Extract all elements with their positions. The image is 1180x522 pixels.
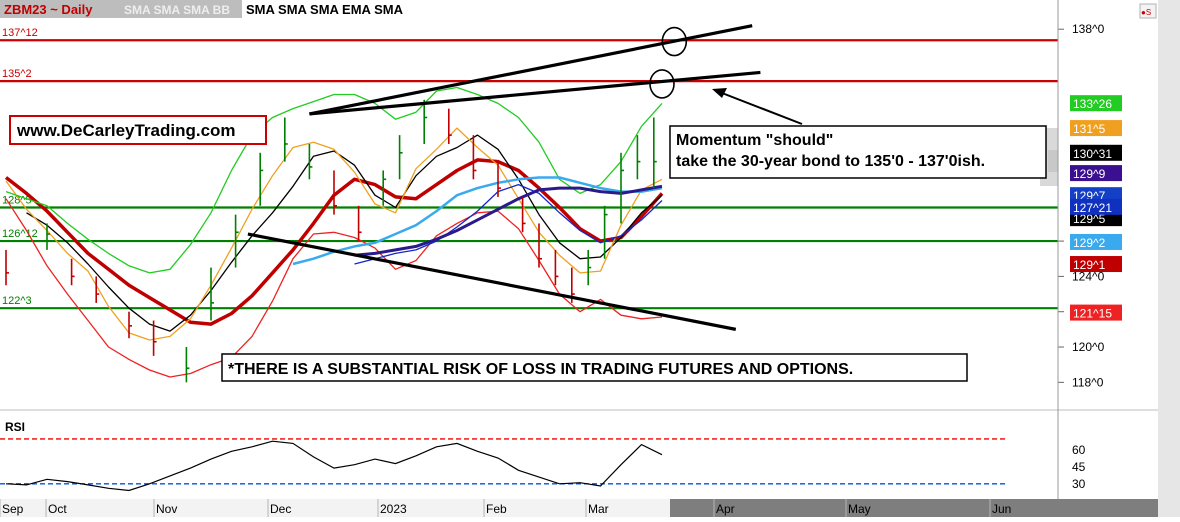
x-tick-label: Nov [156, 502, 177, 516]
date-axis: Sep Oct Nov Dec 2023 Feb Mar Apr May Jun [0, 499, 1011, 517]
last-value-tag [1070, 304, 1122, 321]
annotation-arrow-line [721, 92, 803, 125]
x-tick-label: May [848, 502, 871, 516]
watermark-text: www.DeCarleyTrading.com [16, 121, 236, 140]
level-label: 135^2 [2, 68, 32, 80]
last-value-tag-label: 131^5 [1073, 122, 1106, 136]
right-scrollbar[interactable] [1158, 0, 1180, 517]
level-label: 122^3 [2, 295, 32, 307]
last-value-tag-label: 129^5 [1073, 212, 1106, 226]
last-value-tag-label: 130^31 [1073, 147, 1112, 161]
disclaimer-box [221, 353, 968, 382]
header-strip [0, 0, 242, 18]
x-tick-label: Oct [48, 502, 67, 516]
last-value-tag [1070, 198, 1122, 215]
rsi-line [5, 440, 663, 492]
x-tick-label: Sep [2, 502, 24, 516]
rsi-y-tick-label: 30 [1072, 477, 1086, 491]
x-tick-label: Dec [270, 502, 291, 516]
series-line-sma-orange [5, 127, 663, 341]
last-value-tag-label: 133^26 [1073, 97, 1112, 111]
last-value-tag [1070, 120, 1122, 137]
series-line-sma-black [26, 134, 663, 332]
series-line-bb-lower [5, 198, 663, 378]
last-value-tag-label: 129^2 [1073, 236, 1106, 250]
x-tick-label: Jun [992, 502, 1011, 516]
x-tick-label: Feb [486, 502, 507, 516]
last-value-tag [1070, 256, 1122, 273]
last-value-tag-label: 127^21 [1073, 201, 1112, 215]
y-tick-label: 138^0 [1072, 22, 1105, 36]
disclaimer-text: *THERE IS A SUBSTANTIAL RISK OF LOSS IN … [228, 361, 853, 378]
annotation-line-2: take the 30-year bond to 135'0 - 137'0is… [676, 153, 985, 170]
indicators-label: SMA SMA SMA EMA SMA [246, 2, 404, 17]
rsi-panel: 60 45 30 [0, 438, 1086, 492]
last-value-tag [1070, 95, 1122, 112]
trendline [309, 70, 761, 116]
rsi-title: RSI [5, 420, 25, 434]
symbol-label[interactable]: ZBM23 ~ Daily [4, 2, 93, 17]
y-tick-label: 120^0 [1072, 340, 1105, 354]
date-axis-band [0, 499, 670, 517]
x-tick-label: 2023 [380, 502, 407, 516]
last-value-tag-label: 121^15 [1073, 307, 1112, 321]
watermark-box [9, 115, 267, 145]
annotation-box [669, 125, 1047, 179]
x-tick-label: Mar [588, 502, 609, 516]
series-line-sma-navy [354, 184, 663, 257]
target-circle [649, 69, 675, 99]
target-circle [661, 26, 688, 57]
future-zone-band [670, 499, 1158, 517]
indicators-faded-label: SMA SMA SMA BB [124, 3, 230, 17]
x-tick-label: Apr [716, 502, 735, 516]
last-value-tag-label: 129^9 [1073, 167, 1106, 181]
last-value-tag [1070, 233, 1122, 250]
rsi-y-tick-label: 45 [1072, 460, 1086, 474]
last-value-tag-label: 129^1 [1073, 258, 1106, 272]
price-bars [5, 99, 657, 383]
series-line-ema-light-blue [292, 176, 663, 266]
last-value-tags: 133^26131^5130^31129^9129^7129^5129^2129… [1070, 95, 1122, 321]
trendline [247, 232, 737, 331]
settings-icon[interactable] [1139, 3, 1157, 19]
last-value-tag [1070, 165, 1122, 182]
annotation-arrowhead [712, 88, 727, 98]
trendlines [247, 24, 761, 331]
settings-icon-glyph: ●S [1141, 8, 1151, 17]
rsi-axis-panel [1058, 410, 1158, 499]
series-line-bb-upper [5, 86, 663, 274]
rsi-y-tick-label: 60 [1072, 443, 1086, 457]
level-label: 137^12 [2, 27, 38, 39]
series-line-sma-blue [354, 183, 663, 265]
last-value-tag [1070, 144, 1122, 161]
trendline [309, 24, 753, 116]
annotation-line-1: Momentum "should" [676, 132, 833, 149]
level-label: 126^12 [2, 228, 38, 240]
y-tick-label: 118^0 [1072, 375, 1104, 389]
y-tick-label: 124^0 [1072, 269, 1105, 283]
